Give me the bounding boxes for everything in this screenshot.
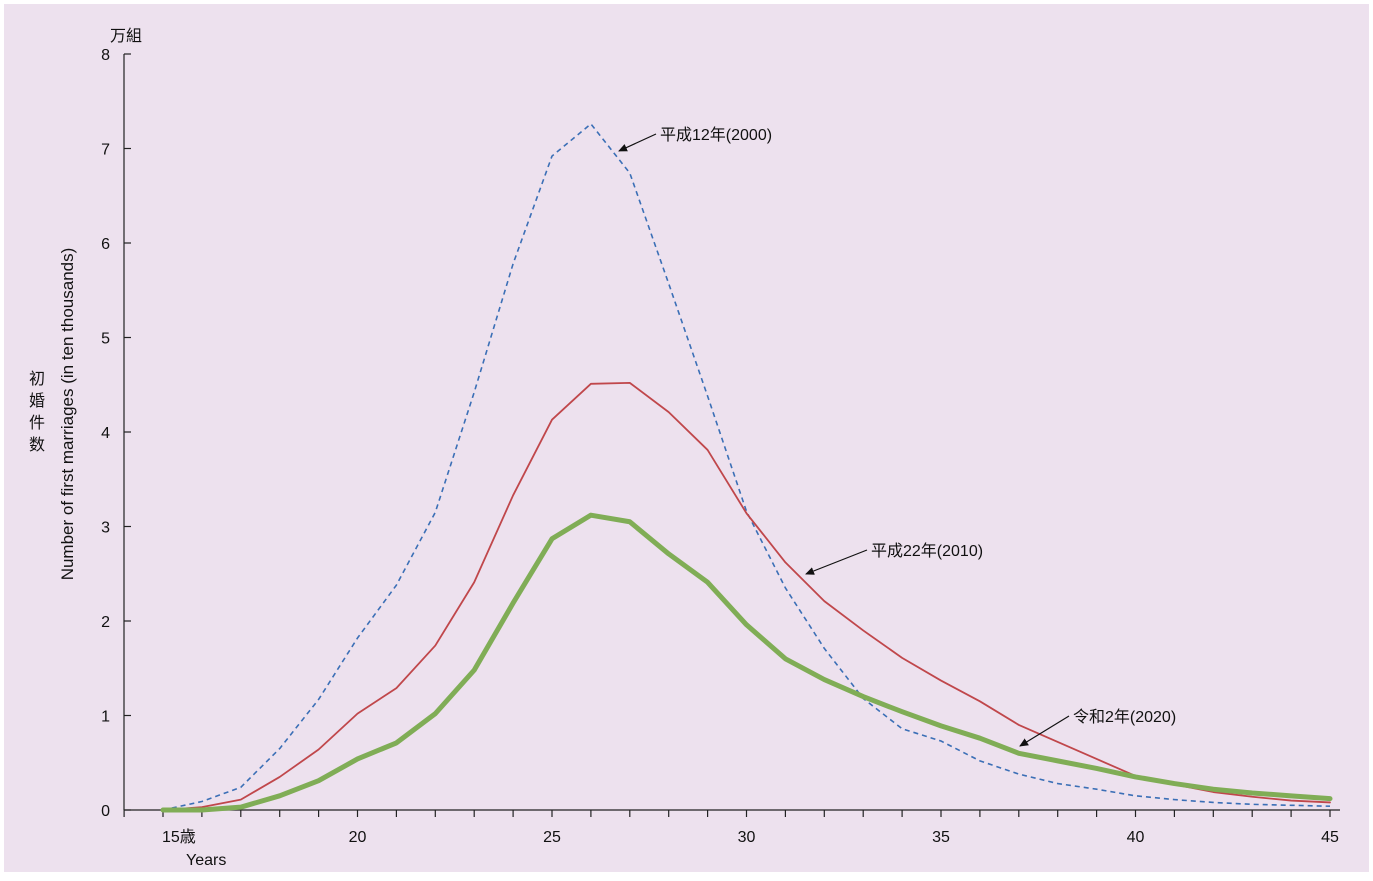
y-tick-label: 8: [101, 47, 110, 64]
y-tick-label: 6: [101, 236, 110, 253]
y-tick-label: 7: [101, 142, 110, 159]
x-tick-label: 45: [1321, 829, 1339, 846]
y-tick-label: 1: [101, 709, 110, 726]
y-tick-label: 5: [101, 331, 110, 348]
x-tick-label: 25: [543, 829, 561, 846]
annotation-label: 平成12年(2000): [660, 126, 772, 144]
annotation-label: 令和2年(2020): [1073, 708, 1176, 726]
y-axis-label-jp-char: 数: [29, 436, 45, 454]
x-tick-label: 15歳: [162, 828, 196, 846]
x-tick-label: 20: [349, 829, 367, 846]
x-tick-label: 30: [738, 829, 756, 846]
x-tick-label: 40: [1127, 829, 1145, 846]
annotation-label: 平成22年(2010): [871, 542, 983, 560]
x-tick-label: 35: [932, 829, 950, 846]
y-tick-label: 3: [101, 520, 110, 537]
y-axis-label-jp-char: 件: [29, 414, 45, 432]
y-axis-label-en: Number of first marriages (in ten thousa…: [58, 248, 77, 581]
x-unit-label: Years: [186, 852, 226, 869]
y-axis-label-jp-char: 初: [29, 370, 45, 388]
y-tick-label: 2: [101, 614, 110, 631]
y-unit-label: 万組: [110, 27, 142, 45]
y-tick-label: 0: [101, 803, 110, 820]
y-tick-label: 4: [101, 425, 110, 442]
y-axis-label-jp-char: 婚: [29, 392, 45, 410]
